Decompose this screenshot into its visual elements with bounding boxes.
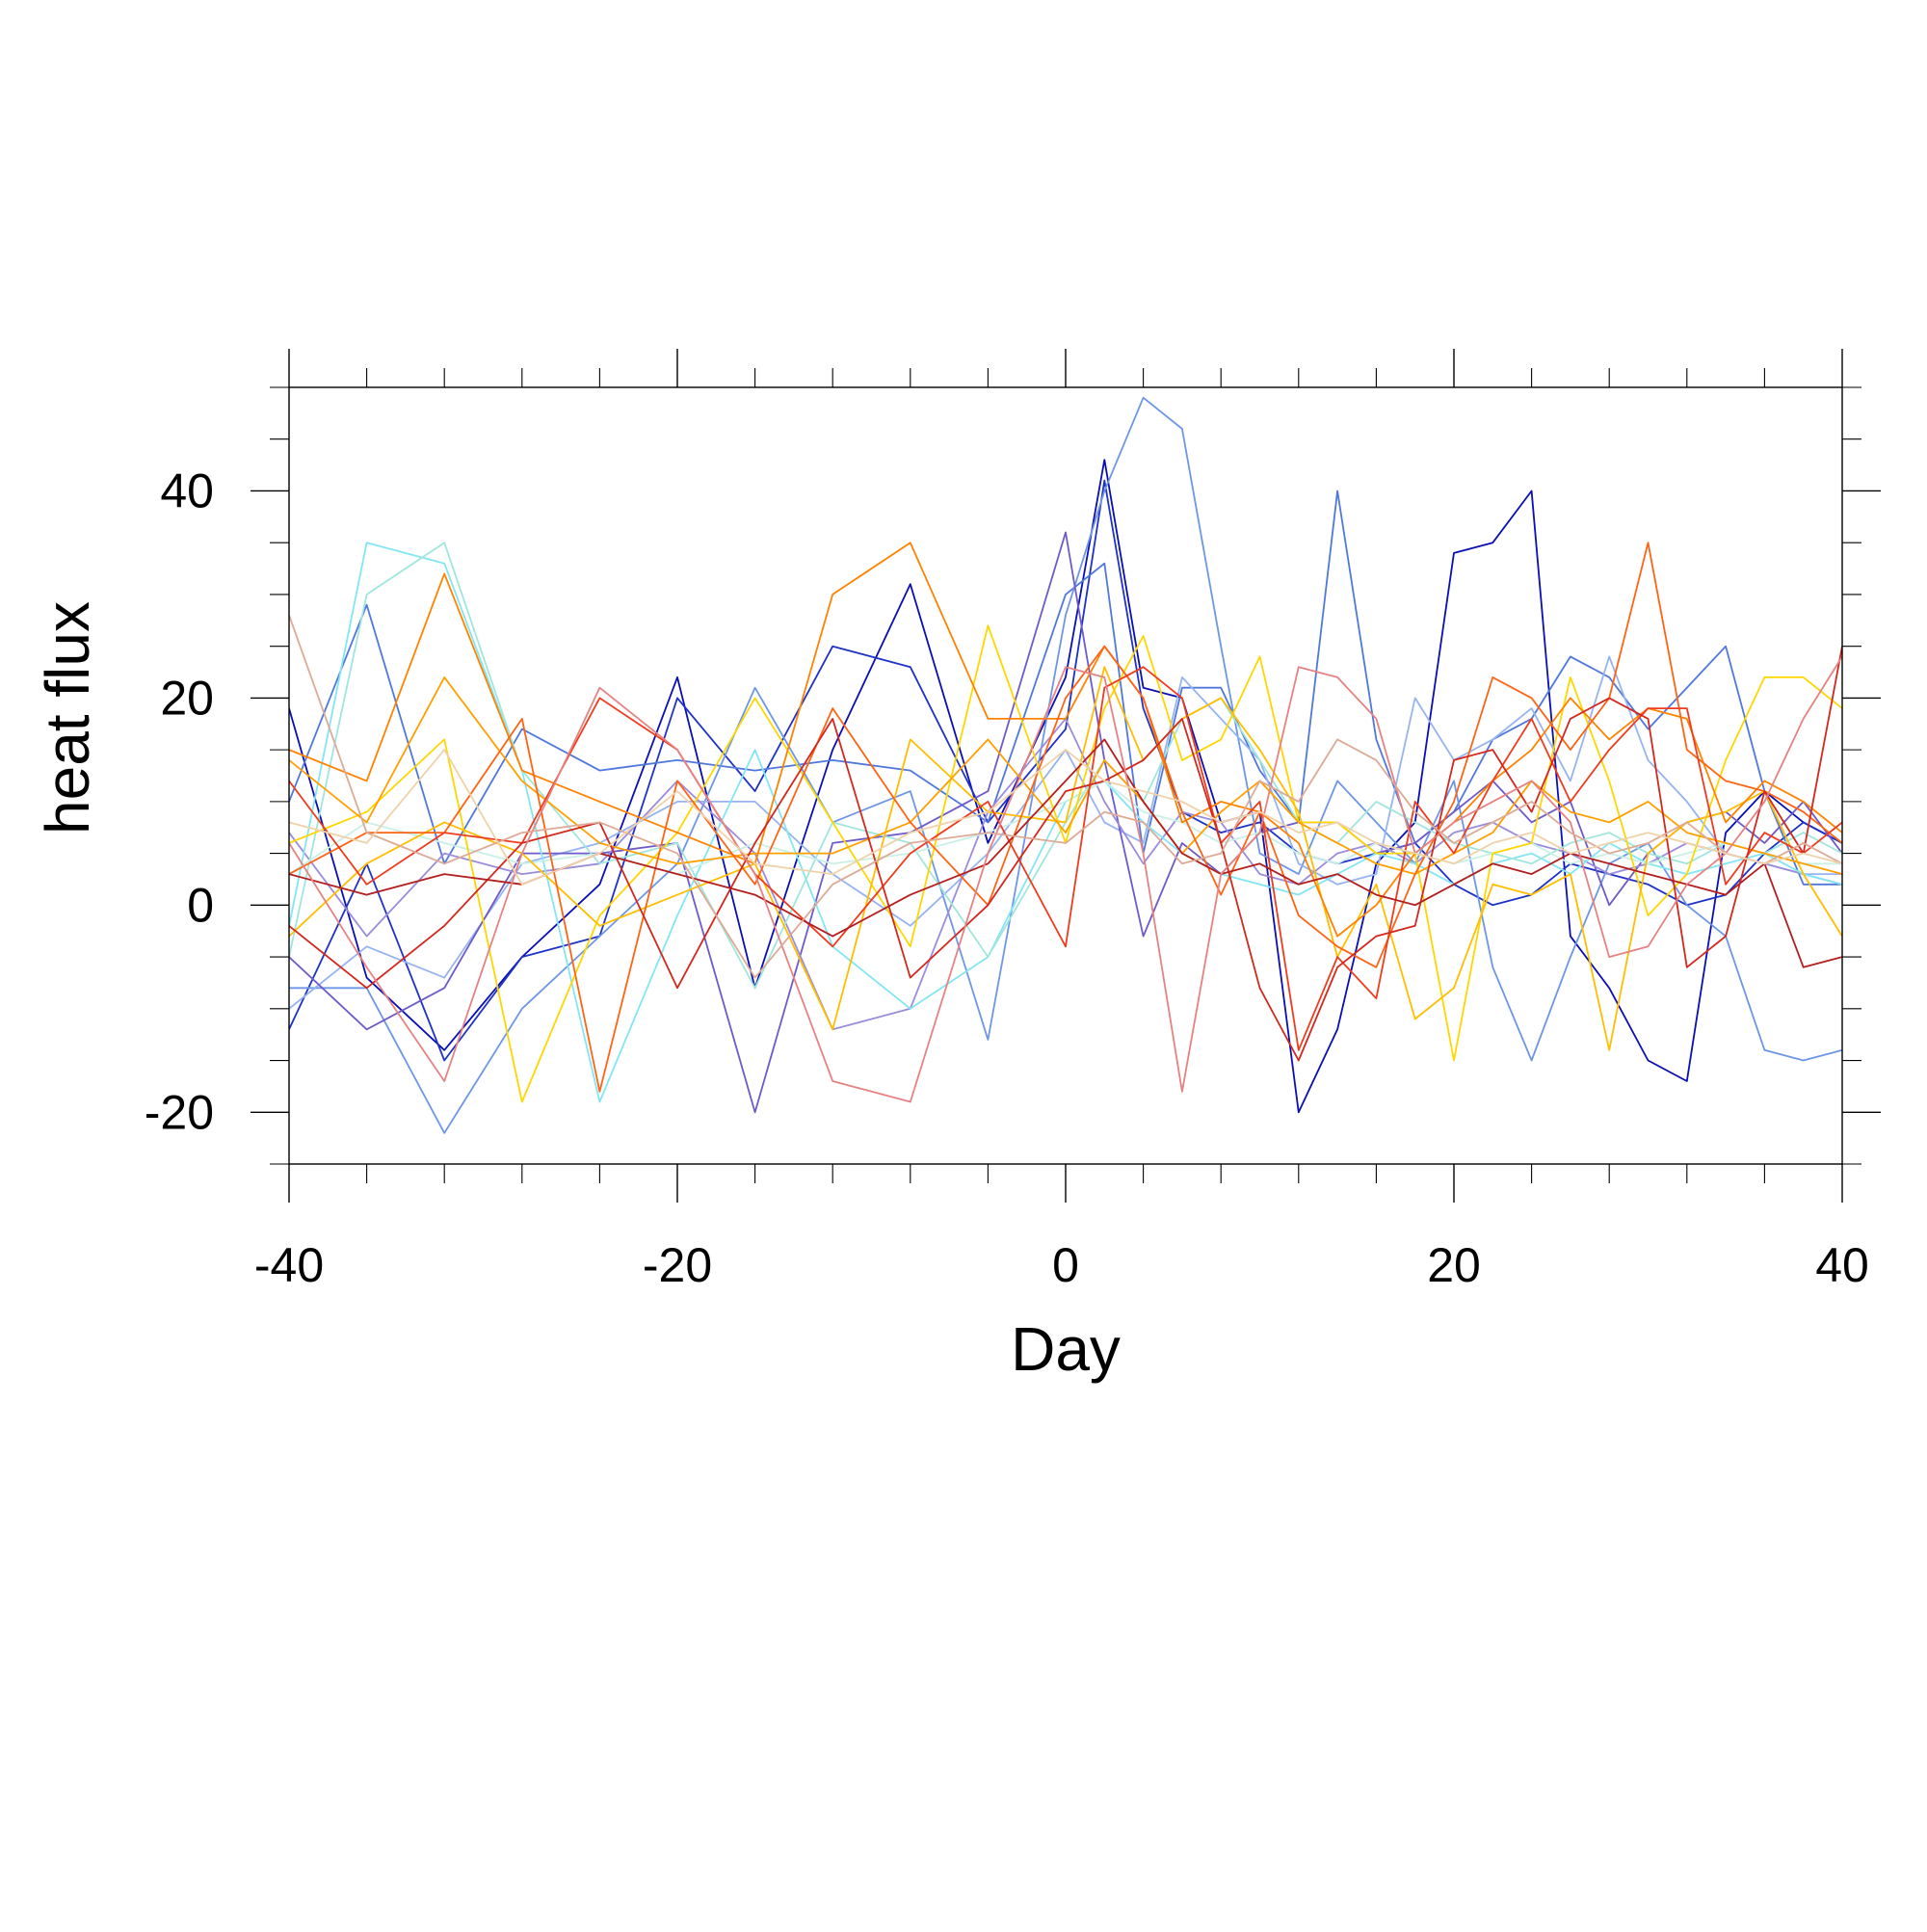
y-tick-label: 40 [160, 463, 214, 517]
series-line-2 [289, 479, 1842, 1062]
series-line-3 [289, 490, 1842, 886]
y-tick-label: 20 [160, 671, 214, 725]
series-line-20 [289, 615, 1842, 979]
y-axis-label: heat flux [33, 601, 102, 834]
x-tick-label: 20 [1427, 1238, 1481, 1292]
y-tick-label: 0 [187, 878, 214, 932]
series-line-21 [289, 749, 1842, 886]
series-line-17 [289, 646, 1842, 1062]
series-line-19 [289, 655, 1842, 1103]
series-line-18 [289, 738, 1842, 968]
x-tick-label: 0 [1052, 1238, 1079, 1292]
y-tick-label: -20 [145, 1085, 214, 1139]
x-axis-label: Day [1011, 1314, 1121, 1384]
axes: -40 -20 0 20 40 -20 0 20 40 [145, 349, 1881, 1292]
x-tick-label: 40 [1815, 1238, 1869, 1292]
x-tick-label: -20 [643, 1238, 712, 1292]
series-line-12 [289, 666, 1842, 1051]
x-tick-label: -40 [254, 1238, 324, 1292]
series-lines [289, 396, 1842, 1134]
